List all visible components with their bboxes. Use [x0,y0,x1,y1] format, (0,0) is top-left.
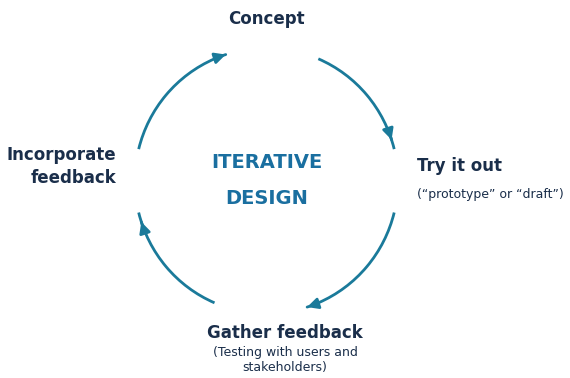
Text: Gather feedback: Gather feedback [207,324,363,342]
Text: Concept: Concept [228,10,305,28]
Text: DESIGN: DESIGN [225,189,308,208]
Text: Try it out: Try it out [417,158,502,175]
Text: ITERATIVE: ITERATIVE [211,153,322,172]
Text: (Testing with users and
stakeholders): (Testing with users and stakeholders) [213,346,357,374]
Text: (“prototype” or “draft”): (“prototype” or “draft”) [417,188,564,201]
Text: Incorporate
feedback: Incorporate feedback [6,146,116,187]
